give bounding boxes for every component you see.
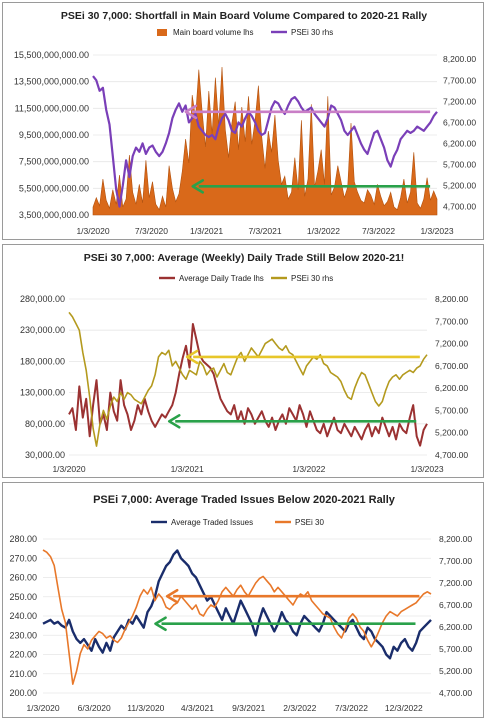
left-axis-reference-arrow-arrowhead xyxy=(191,179,205,194)
x-tick-label: 1/3/2020 xyxy=(26,703,59,713)
y-right-tick-label: 6,700.00 xyxy=(435,361,468,371)
y-right-tick-label: 4,700.00 xyxy=(439,688,472,698)
y-left-tick-label: 200.00 xyxy=(9,688,37,698)
y-right-tick-label: 7,200.00 xyxy=(439,578,472,588)
y-left-tick-label: 240.00 xyxy=(9,611,37,621)
chart-panel-volume: PSEi 30 7,000: Shortfall in Main Board V… xyxy=(2,2,484,240)
y-left-tick-label: 3,500,000,000.00 xyxy=(19,210,89,220)
y-right-tick-label: 7,700.00 xyxy=(435,316,468,326)
y-left-tick-label: 270.00 xyxy=(9,553,37,563)
legend-label: PSEi 30 rhs xyxy=(291,28,333,37)
chart-panel-traded-issues: PSEi 7,000: Average Traded Issues Below … xyxy=(2,482,484,718)
y-right-tick-label: 4,700.00 xyxy=(435,450,468,460)
x-tick-label: 11/3/2020 xyxy=(127,703,164,713)
chart-title: PSEi 30 7,000: Average (Weekly) Daily Tr… xyxy=(84,252,405,264)
x-tick-label: 1/3/2020 xyxy=(52,464,85,474)
x-tick-label: 1/3/2023 xyxy=(420,226,453,236)
series-line-psei xyxy=(42,549,432,685)
y-left-tick-label: 13,500,000,000.00 xyxy=(14,77,89,87)
x-tick-label: 7/3/2021 xyxy=(248,226,281,236)
y-right-tick-label: 5,700.00 xyxy=(439,644,472,654)
psei-reference-arrow-arrowhead xyxy=(165,588,179,604)
legend-label: PSEi 30 rhs xyxy=(291,274,333,283)
x-tick-label: 7/3/2022 xyxy=(335,703,368,713)
psei-reference-arrow-arrowhead xyxy=(185,349,199,365)
x-tick-label: 1/3/2022 xyxy=(292,464,325,474)
chart-svg: PSEi 30 7,000: Shortfall in Main Board V… xyxy=(14,10,476,236)
legend-label: PSEi 30 xyxy=(295,518,324,527)
legend-label: Average Traded Issues xyxy=(171,518,253,527)
y-left-tick-label: 220.00 xyxy=(9,650,37,660)
y-right-tick-label: 6,200.00 xyxy=(435,383,468,393)
x-tick-label: 1/3/2023 xyxy=(410,464,443,474)
y-right-tick-label: 8,200.00 xyxy=(443,54,476,64)
y-right-tick-label: 5,200.00 xyxy=(435,428,468,438)
y-left-tick-label: 180,000.00 xyxy=(20,356,65,366)
chart-svg: PSEi 30 7,000: Average (Weekly) Daily Tr… xyxy=(20,252,468,474)
y-left-tick-label: 280,000.00 xyxy=(20,294,65,304)
y-right-tick-label: 8,200.00 xyxy=(439,534,472,544)
y-left-tick-label: 15,500,000,000.00 xyxy=(14,50,89,60)
x-tick-label: 7/3/2022 xyxy=(362,226,395,236)
legend-swatch xyxy=(157,29,167,36)
x-tick-label: 12/3/2022 xyxy=(385,703,423,713)
x-tick-label: 9/3/2021 xyxy=(232,703,265,713)
series-area-main-board-volume xyxy=(92,66,438,216)
chart-title: PSEi 7,000: Average Traded Issues Below … xyxy=(93,494,396,506)
legend-label: Main board volume lhs xyxy=(173,28,253,37)
x-tick-label: 2/3/2022 xyxy=(283,703,316,713)
y-right-tick-label: 5,700.00 xyxy=(435,405,468,415)
y-left-tick-label: 230,000.00 xyxy=(20,325,65,335)
chart-title: PSEi 30 7,000: Shortfall in Main Board V… xyxy=(61,10,427,22)
y-right-tick-label: 7,200.00 xyxy=(435,339,468,349)
y-right-tick-label: 5,700.00 xyxy=(443,159,476,169)
y-right-tick-label: 5,200.00 xyxy=(439,666,472,676)
x-tick-label: 4/3/2021 xyxy=(181,703,214,713)
y-right-tick-label: 6,200.00 xyxy=(439,622,472,632)
y-left-tick-label: 130,000.00 xyxy=(20,388,65,398)
x-tick-label: 6/3/2020 xyxy=(78,703,111,713)
y-right-tick-label: 6,200.00 xyxy=(443,138,476,148)
x-tick-label: 1/3/2020 xyxy=(76,226,109,236)
y-right-tick-label: 7,200.00 xyxy=(443,96,476,106)
y-left-tick-label: 80,000.00 xyxy=(25,419,65,429)
y-left-tick-label: 7,500,000,000.00 xyxy=(19,157,89,167)
y-right-tick-label: 5,200.00 xyxy=(443,181,476,191)
y-left-tick-label: 250.00 xyxy=(9,592,37,602)
x-tick-label: 7/3/2020 xyxy=(135,226,168,236)
y-right-tick-label: 6,700.00 xyxy=(439,600,472,610)
y-left-tick-label: 210.00 xyxy=(9,669,37,679)
x-tick-label: 1/3/2021 xyxy=(171,464,204,474)
series-line-psei xyxy=(68,311,428,447)
y-left-tick-label: 9,500,000,000.00 xyxy=(19,130,89,140)
y-right-tick-label: 8,200.00 xyxy=(435,294,468,304)
y-left-tick-label: 11,500,000,000.00 xyxy=(15,103,89,113)
y-left-tick-label: 5,500,000,000.00 xyxy=(19,183,89,193)
legend-label: Average Daily Trade lhs xyxy=(179,274,264,283)
left-axis-reference-arrow-arrowhead xyxy=(167,414,181,429)
x-tick-label: 1/3/2022 xyxy=(307,226,340,236)
y-left-tick-label: 280.00 xyxy=(9,534,37,544)
series-line-psei xyxy=(92,75,438,208)
psei-reference-arrow-arrowhead xyxy=(184,104,198,120)
y-right-tick-label: 6,700.00 xyxy=(443,117,476,127)
chart-panel-daily-trade: PSEi 30 7,000: Average (Weekly) Daily Tr… xyxy=(2,244,484,478)
chart-svg: PSEi 7,000: Average Traded Issues Below … xyxy=(9,494,472,713)
y-right-tick-label: 7,700.00 xyxy=(439,556,472,566)
left-axis-reference-arrow-arrowhead xyxy=(154,616,167,631)
x-tick-label: 1/3/2021 xyxy=(190,226,223,236)
y-left-tick-label: 230.00 xyxy=(9,630,37,640)
y-left-tick-label: 260.00 xyxy=(9,573,37,583)
y-right-tick-label: 4,700.00 xyxy=(443,202,476,212)
y-left-tick-label: 30,000.00 xyxy=(25,450,65,460)
series-line-average-daily-trade xyxy=(68,323,428,447)
y-right-tick-label: 7,700.00 xyxy=(443,75,476,85)
series-line-average-traded-issues xyxy=(42,549,432,660)
